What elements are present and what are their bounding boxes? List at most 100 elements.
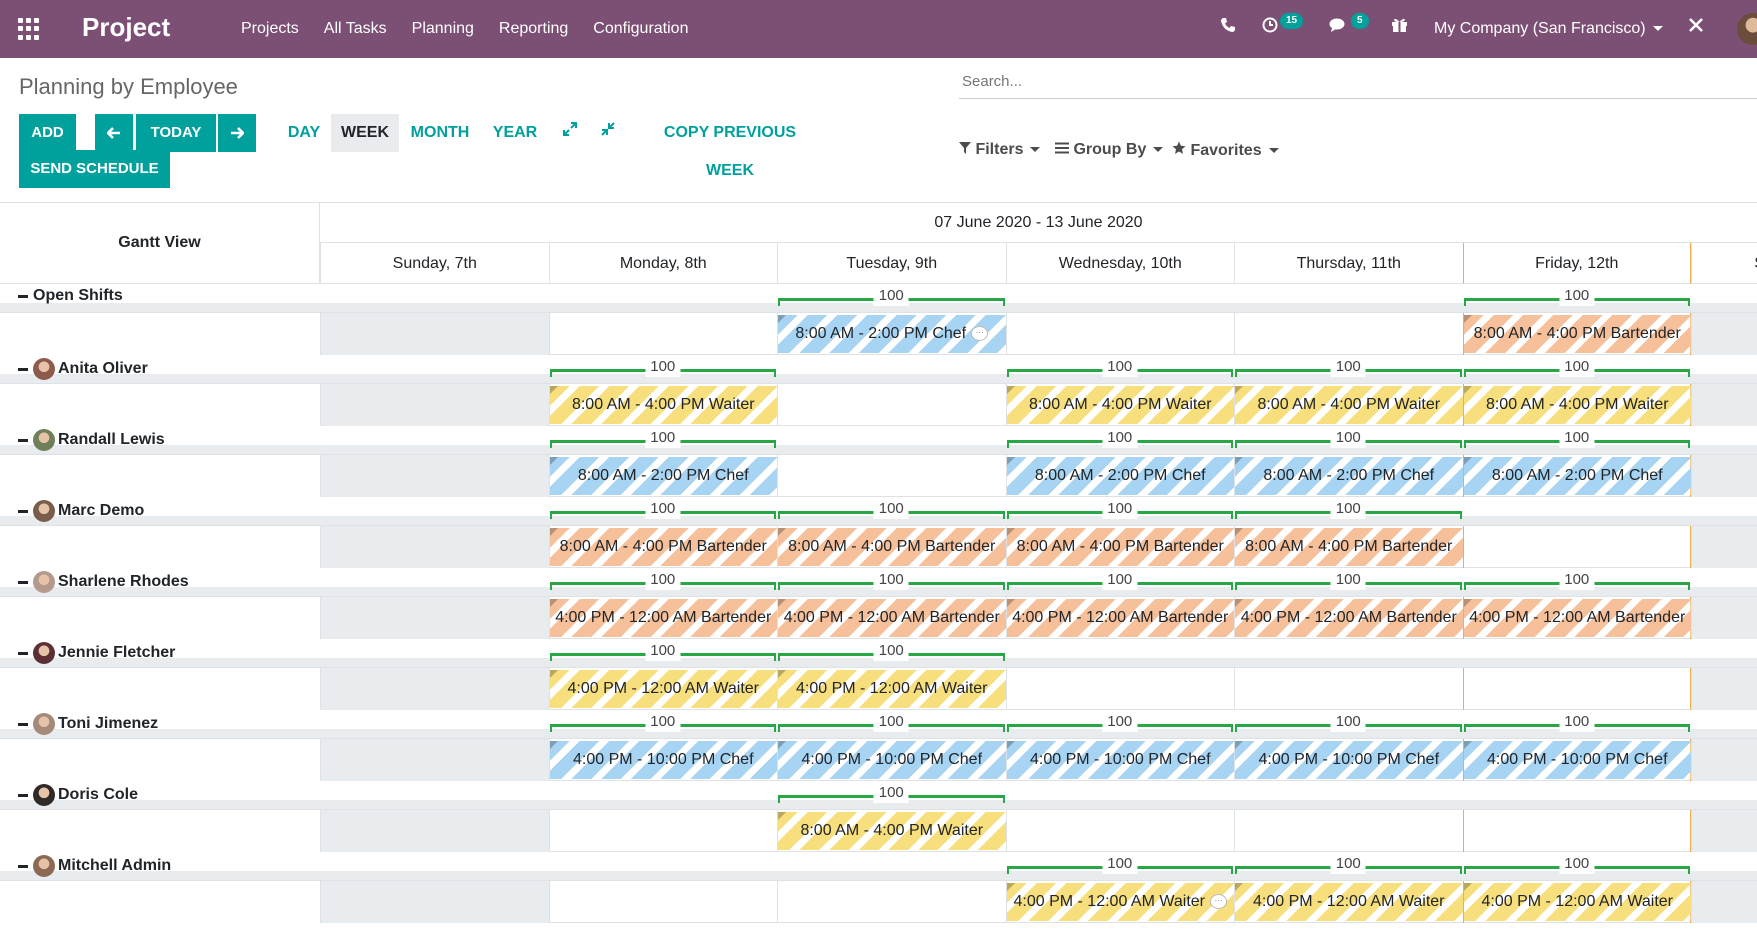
day-cell[interactable]: [320, 881, 549, 923]
today-button[interactable]: TODAY: [136, 114, 216, 152]
shift-pill[interactable]: 8:00 AM - 4:00 PM Waiter: [1463, 386, 1691, 424]
day-cell[interactable]: [320, 455, 549, 497]
shift-pill[interactable]: 8:00 AM - 2:00 PM Chef: [1235, 457, 1463, 495]
day-cell[interactable]: [1234, 881, 1463, 923]
collapse-minus-icon[interactable]: [18, 294, 28, 298]
day-cell[interactable]: [548, 810, 778, 852]
day-cell[interactable]: [777, 881, 1006, 923]
day-cell[interactable]: [1691, 313, 1757, 355]
day-cell[interactable]: [1234, 384, 1463, 426]
search-input[interactable]: [959, 72, 1757, 91]
shift-pill[interactable]: 8:00 AM - 4:00 PM Waiter: [1006, 386, 1234, 424]
day-cell[interactable]: [777, 526, 1006, 568]
day-cell[interactable]: [320, 526, 549, 568]
day-cell[interactable]: [1005, 526, 1235, 568]
day-cell[interactable]: [320, 384, 549, 426]
gift-icon[interactable]: [1391, 0, 1408, 58]
day-cell[interactable]: [320, 668, 549, 710]
row-title[interactable]: Sharlene Rhodes: [18, 571, 189, 593]
shift-pill[interactable]: 8:00 AM - 4:00 PM Bartender: [1006, 528, 1234, 566]
shift-pill[interactable]: 8:00 AM - 4:00 PM Bartender: [1463, 315, 1691, 353]
shift-pill[interactable]: 8:00 AM - 2:00 PM Chef: [549, 457, 777, 495]
row-title[interactable]: Toni Jimenez: [18, 713, 158, 735]
collapse-minus-icon[interactable]: [18, 722, 28, 726]
day-cell[interactable]: [1691, 597, 1757, 639]
day-cell[interactable]: [777, 810, 1006, 852]
shift-pill[interactable]: 4:00 PM - 12:00 AM Bartender: [1235, 599, 1463, 637]
shift-pill[interactable]: 4:00 PM - 12:00 AM Bartender: [778, 599, 1006, 637]
day-cell[interactable]: [548, 313, 778, 355]
day-cell[interactable]: [548, 455, 778, 497]
group-by-dropdown[interactable]: Group By: [1055, 141, 1164, 159]
row-title[interactable]: Mitchell Admin: [18, 855, 171, 877]
menu-reporting[interactable]: Reporting: [498, 20, 569, 37]
shift-pill[interactable]: 4:00 PM - 10:00 PM Chef: [778, 741, 1006, 779]
collapse-minus-icon[interactable]: [18, 580, 28, 584]
collapse-minus-icon[interactable]: [18, 438, 28, 442]
scale-year-button[interactable]: YEAR: [492, 124, 538, 141]
day-cell[interactable]: [548, 739, 778, 781]
day-cell[interactable]: [1234, 668, 1463, 710]
day-cell[interactable]: [548, 526, 778, 568]
menu-planning[interactable]: Planning: [411, 20, 474, 37]
day-cell[interactable]: [1234, 597, 1463, 639]
shift-pill[interactable]: 8:00 AM - 2:00 PM Chef: [1006, 457, 1234, 495]
day-cell[interactable]: [548, 597, 778, 639]
phone-icon[interactable]: [1220, 0, 1236, 58]
collapse-minus-icon[interactable]: [18, 651, 28, 655]
collapse-minus-icon[interactable]: [18, 367, 28, 371]
row-title[interactable]: Open Shifts: [18, 287, 123, 305]
collapse-minus-icon[interactable]: [18, 793, 28, 797]
send-schedule-button[interactable]: SEND SCHEDULE: [19, 150, 170, 188]
next-button[interactable]: [218, 114, 256, 152]
shift-pill[interactable]: 4:00 PM - 10:00 PM Chef: [549, 741, 777, 779]
favorites-dropdown[interactable]: Favorites: [1172, 141, 1279, 160]
day-cell[interactable]: [548, 384, 778, 426]
shift-pill[interactable]: 4:00 PM - 12:00 AM Bartender: [549, 599, 777, 637]
expand-rows-icon[interactable]: [555, 114, 585, 152]
day-cell[interactable]: [1462, 668, 1691, 710]
collapse-minus-icon[interactable]: [18, 864, 28, 868]
add-button[interactable]: ADD: [19, 114, 76, 152]
shift-pill[interactable]: 8:00 AM - 4:00 PM Bartender: [778, 528, 1006, 566]
activity-menu[interactable]: 15: [1262, 0, 1304, 58]
shift-pill[interactable]: 4:00 PM - 12:00 AM Waiter: [549, 670, 777, 708]
app-brand[interactable]: Project: [82, 12, 171, 42]
day-cell[interactable]: [1234, 455, 1463, 497]
day-cell[interactable]: [1234, 810, 1463, 852]
day-cell[interactable]: [1234, 526, 1463, 568]
shift-pill[interactable]: 8:00 AM - 4:00 PM Bartender: [1235, 528, 1463, 566]
shift-pill[interactable]: 8:00 AM - 4:00 PM Waiter: [778, 812, 1006, 850]
row-title[interactable]: Jennie Fletcher: [18, 642, 175, 664]
day-cell[interactable]: [1005, 597, 1235, 639]
scale-week-button[interactable]: WEEK: [331, 114, 399, 152]
day-cell[interactable]: [1005, 384, 1235, 426]
day-cell[interactable]: [1691, 739, 1757, 781]
day-cell[interactable]: [1691, 455, 1757, 497]
user-avatar[interactable]: [1737, 13, 1757, 45]
day-cell[interactable]: [777, 455, 1006, 497]
day-cell[interactable]: [1005, 455, 1235, 497]
day-cell[interactable]: [1005, 881, 1235, 923]
day-cell[interactable]: [320, 597, 549, 639]
apps-menu-icon[interactable]: [18, 18, 40, 40]
shift-pill[interactable]: 8:00 AM - 4:00 PM Waiter: [1235, 386, 1463, 424]
shift-pill[interactable]: 4:00 PM - 12:00 AM Waiter ···: [1006, 883, 1234, 921]
menu-all-tasks[interactable]: All Tasks: [323, 20, 387, 37]
shift-pill[interactable]: 8:00 AM - 2:00 PM Chef ···: [778, 315, 1006, 353]
filters-dropdown[interactable]: Filters: [959, 141, 1041, 159]
day-cell[interactable]: [1691, 526, 1757, 568]
day-cell[interactable]: [1234, 739, 1463, 781]
scale-day-button[interactable]: DAY: [287, 124, 321, 141]
previous-button[interactable]: [95, 114, 133, 152]
menu-configuration[interactable]: Configuration: [593, 20, 689, 37]
messaging-menu[interactable]: 5: [1329, 0, 1369, 58]
copy-previous-week-button[interactable]: COPY PREVIOUS WEEK: [663, 124, 797, 179]
day-cell[interactable]: [1005, 810, 1235, 852]
day-cell[interactable]: [1691, 668, 1757, 710]
row-title[interactable]: Anita Oliver: [18, 358, 148, 380]
day-cell[interactable]: [777, 313, 1006, 355]
shift-pill[interactable]: 4:00 PM - 12:00 AM Waiter: [1463, 883, 1691, 921]
day-cell[interactable]: [1005, 668, 1235, 710]
day-cell[interactable]: [1691, 810, 1757, 852]
